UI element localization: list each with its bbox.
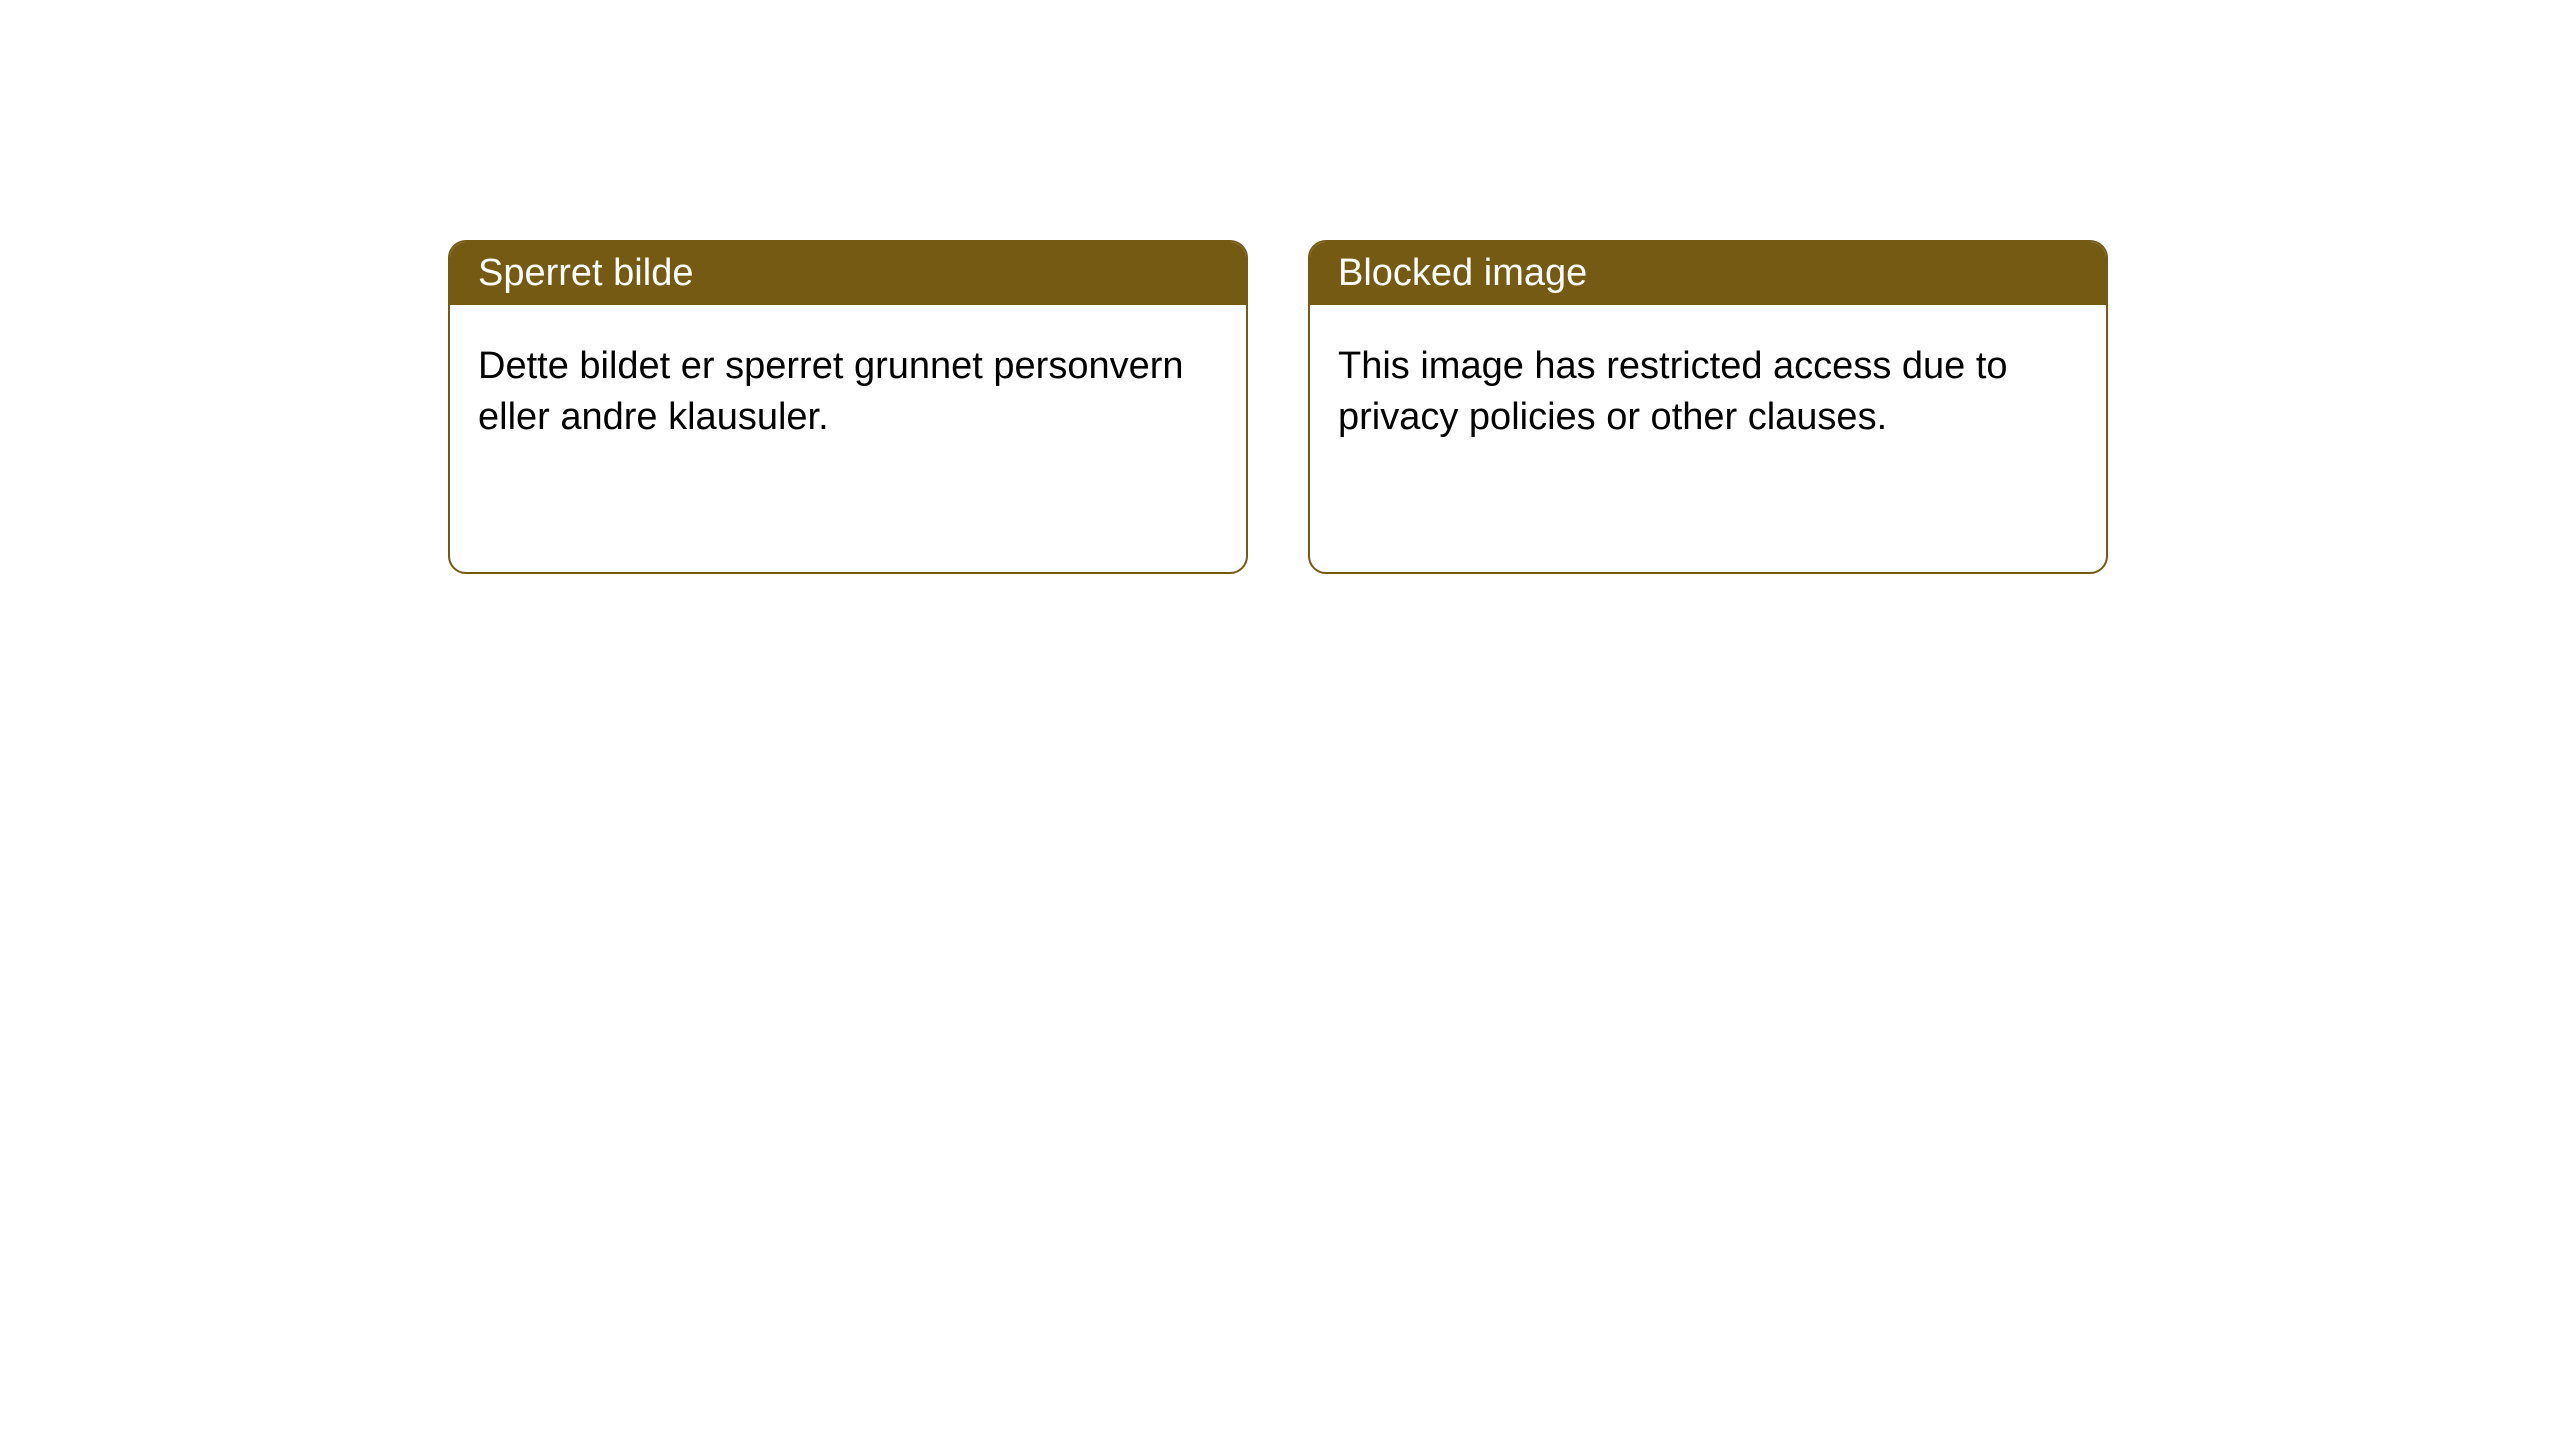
- notice-card-title: Sperret bilde: [450, 242, 1246, 305]
- notice-card-title: Blocked image: [1310, 242, 2106, 305]
- notice-card-norwegian: Sperret bilde Dette bildet er sperret gr…: [448, 240, 1248, 574]
- notice-card-body: Dette bildet er sperret grunnet personve…: [450, 305, 1246, 480]
- notice-card-body: This image has restricted access due to …: [1310, 305, 2106, 480]
- notice-container: Sperret bilde Dette bildet er sperret gr…: [0, 0, 2560, 574]
- notice-card-english: Blocked image This image has restricted …: [1308, 240, 2108, 574]
